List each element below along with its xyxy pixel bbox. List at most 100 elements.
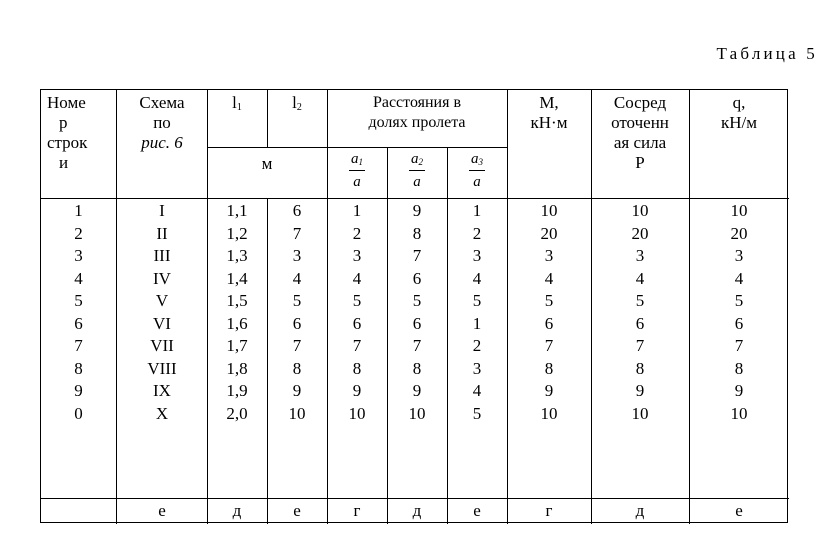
table-cell: 9 — [74, 381, 83, 400]
table-cell: 3 — [352, 246, 362, 265]
table-cell: 8 — [734, 358, 744, 378]
table-cell: IV — [153, 268, 171, 288]
table-cell: I — [159, 201, 165, 220]
header-text: р — [59, 113, 68, 132]
header-distances: Расстояния в долях пролета — [327, 93, 507, 133]
table-cell: 6 — [734, 313, 744, 333]
table-cell: 5 — [635, 291, 645, 310]
col-divider — [267, 198, 268, 524]
table-cell: 0 — [74, 403, 83, 423]
col-divider — [591, 90, 592, 524]
table-cell: 3 — [472, 358, 482, 378]
table-cell: 8 — [635, 358, 645, 378]
table-cell: 3 — [544, 246, 554, 265]
table-cell: 9 — [292, 381, 302, 400]
table-cell: 9 — [412, 201, 422, 220]
footer-cell: д — [232, 501, 242, 520]
table-cell: 2 — [352, 223, 362, 243]
header-subscript: 1 — [358, 157, 364, 167]
col-divider — [507, 90, 508, 524]
table-cell: 6 — [412, 313, 422, 333]
table-cell: 1,4 — [226, 268, 248, 288]
table-cell: 1,6 — [226, 313, 248, 333]
header-subscript: 1 — [236, 102, 242, 113]
table-cell: 2 — [74, 223, 83, 243]
header-text: a — [411, 151, 419, 167]
table-cell: IX — [153, 381, 171, 400]
table-cell: 8 — [352, 358, 362, 378]
col-divider — [267, 90, 268, 147]
table-cell: 9 — [544, 381, 554, 400]
table-cell: 10 — [348, 403, 366, 423]
header-text: a — [473, 174, 481, 190]
header-text: l — [232, 93, 237, 112]
table-cell: 8 — [412, 223, 422, 243]
header-moment: М, кН·м — [507, 93, 591, 133]
table-cell: 8 — [412, 358, 422, 378]
table-cell: 8 — [74, 358, 83, 378]
table-cell: 10 — [540, 403, 558, 423]
table-cell: 7 — [352, 336, 362, 355]
table-cell: 3 — [292, 246, 302, 265]
table-cell: 10 — [730, 201, 748, 220]
table-cell: 4 — [472, 268, 482, 288]
col-divider — [387, 147, 388, 524]
table-cell: 3 — [74, 246, 83, 265]
table-cell: 10 — [631, 403, 649, 423]
table-cell: 5 — [74, 291, 83, 310]
table-cell: 5 — [544, 291, 554, 310]
table-caption: Таблица 5 — [716, 44, 818, 63]
table-cell: X — [155, 403, 169, 423]
footer-cell: е — [473, 501, 481, 520]
table-cell: 4 — [544, 268, 554, 288]
table-cell: 8 — [292, 358, 302, 378]
table-cell: 4 — [74, 268, 83, 288]
table-cell: III — [153, 246, 171, 265]
table-cell: VIII — [147, 358, 177, 378]
table-cell: 7 — [635, 336, 645, 355]
header-text: кН/м — [720, 113, 758, 132]
header-subscript: 3 — [478, 157, 484, 167]
table-cell: 1 — [472, 313, 482, 333]
footer-cell: е — [293, 501, 301, 520]
header-text: ая сила — [613, 133, 667, 152]
header-text: долях пролета — [368, 114, 466, 131]
table-cell: 5 — [412, 291, 422, 310]
header-scheme: Схема по рис. 6 — [117, 93, 207, 153]
header-text: кН·м — [530, 113, 568, 132]
table-cell: 3 — [472, 246, 482, 265]
table-cell: 2 — [472, 223, 482, 243]
table-cell: 7 — [292, 336, 302, 355]
header-text: М, — [539, 93, 559, 112]
table-cell: 6 — [635, 313, 645, 333]
data-table: Номе р строк и Схема по рис. 6 l1 l2 м Р… — [40, 89, 789, 524]
header-text: и — [59, 153, 69, 172]
footer-cell: е — [735, 501, 743, 520]
header-text: a — [353, 174, 361, 190]
header-text: строк — [47, 133, 88, 152]
header-text: Номе — [47, 93, 86, 112]
table-cell: 7 — [412, 246, 422, 265]
table-cell: 5 — [352, 291, 362, 310]
table-cell: 5 — [472, 403, 482, 423]
table-cell: 6 — [352, 313, 362, 333]
col-divider — [689, 90, 690, 524]
table-cell: 20 — [631, 223, 649, 243]
col-divider — [116, 90, 117, 524]
table-cell: 9 — [734, 381, 744, 400]
table-cell: 1,2 — [226, 223, 248, 243]
header-text: Расстояния в — [372, 94, 462, 111]
header-text: рис. 6 — [141, 133, 183, 152]
table-cell: 20 — [730, 223, 748, 243]
table-cell: 5 — [734, 291, 744, 310]
header-text: Схема — [139, 93, 185, 112]
table-cell: 6 — [544, 313, 554, 333]
table-cell: 9 — [635, 381, 645, 400]
header-text: Р — [635, 153, 645, 172]
table-cell: 2 — [472, 336, 482, 355]
table-cell: 10 — [288, 403, 306, 423]
table-cell: 1,5 — [226, 291, 248, 310]
table-cell: 4 — [734, 268, 744, 288]
table-cell: 4 — [352, 268, 362, 288]
header-text: Сосред — [613, 93, 667, 112]
